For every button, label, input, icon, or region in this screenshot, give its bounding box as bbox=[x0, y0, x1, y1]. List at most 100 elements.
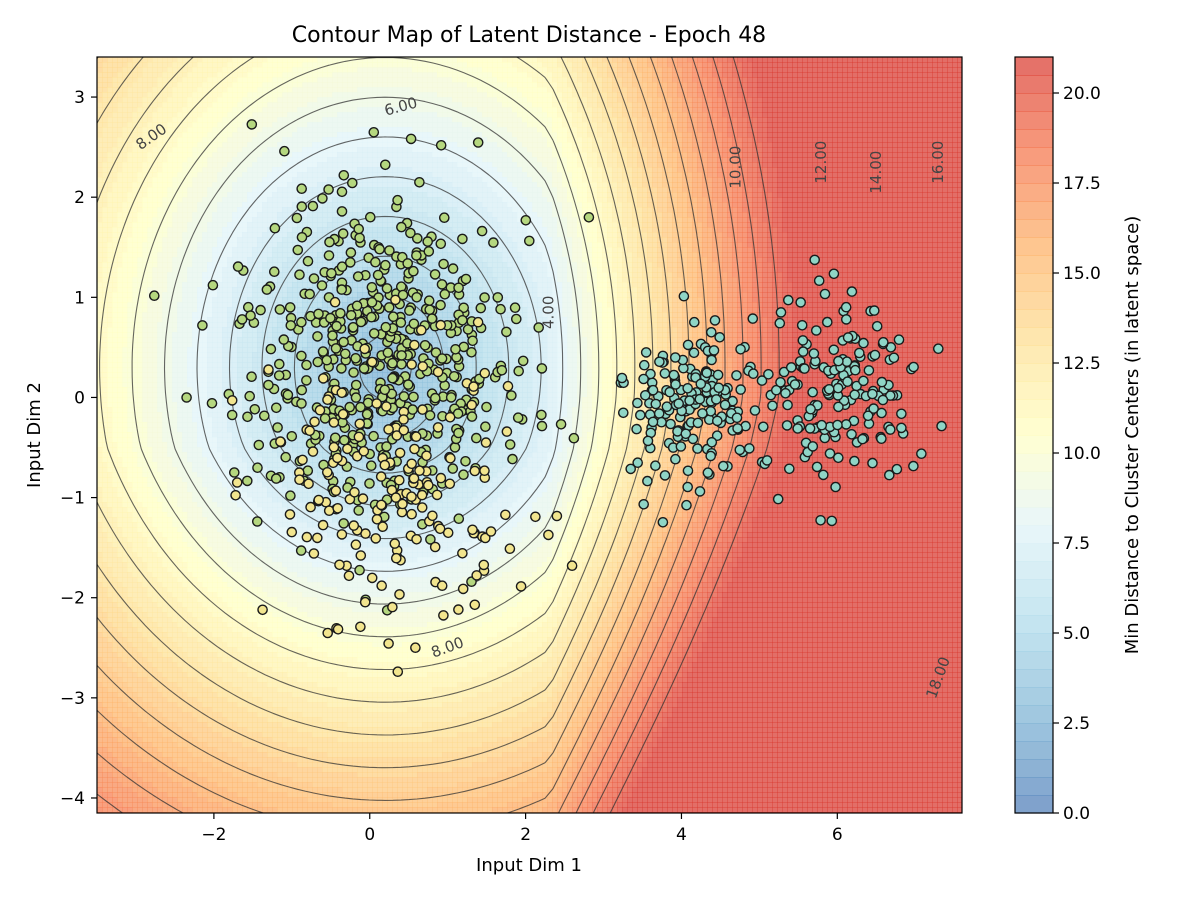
field-cell bbox=[172, 67, 178, 73]
field-cell bbox=[157, 507, 163, 513]
field-cell bbox=[102, 167, 108, 173]
field-cell bbox=[97, 177, 103, 183]
field-cell bbox=[207, 747, 213, 753]
field-cell bbox=[112, 142, 118, 148]
field-cell bbox=[102, 307, 108, 313]
field-cell bbox=[217, 322, 223, 328]
field-cell bbox=[202, 717, 208, 723]
field-cell bbox=[192, 397, 198, 403]
field-cell bbox=[212, 732, 218, 738]
field-cell bbox=[247, 347, 253, 353]
field-cell bbox=[172, 717, 178, 723]
field-cell bbox=[227, 312, 233, 318]
field-cell bbox=[127, 442, 133, 448]
field-cell bbox=[147, 507, 153, 513]
field-cell bbox=[227, 267, 233, 273]
field-cell bbox=[177, 377, 183, 383]
field-cell bbox=[172, 632, 178, 638]
field-cell bbox=[102, 647, 108, 653]
field-cell bbox=[107, 702, 113, 708]
field-cell bbox=[142, 102, 148, 108]
field-cell bbox=[127, 382, 133, 388]
field-cell bbox=[237, 212, 243, 218]
field-cell bbox=[112, 342, 118, 348]
field-cell bbox=[232, 387, 238, 393]
field-cell bbox=[97, 202, 103, 208]
field-cell bbox=[217, 412, 223, 418]
field-cell bbox=[187, 182, 193, 188]
field-cell bbox=[172, 102, 178, 108]
field-cell bbox=[192, 222, 198, 228]
field-cell bbox=[177, 447, 183, 453]
field-cell bbox=[192, 317, 198, 323]
field-cell bbox=[97, 92, 103, 98]
field-cell bbox=[227, 222, 233, 228]
field-cell bbox=[147, 192, 153, 198]
field-cell bbox=[202, 702, 208, 708]
field-cell bbox=[232, 162, 238, 168]
field-cell bbox=[117, 157, 123, 163]
field-cell bbox=[222, 597, 228, 603]
field-cell bbox=[212, 77, 218, 83]
field-cell bbox=[252, 202, 258, 208]
field-cell bbox=[192, 557, 198, 563]
field-cell bbox=[182, 202, 188, 208]
field-cell bbox=[237, 567, 243, 573]
field-cell bbox=[162, 582, 168, 588]
field-cell bbox=[112, 402, 118, 408]
field-cell bbox=[152, 757, 158, 763]
field-cell bbox=[162, 272, 168, 278]
field-cell bbox=[132, 237, 138, 243]
field-cell bbox=[207, 457, 213, 463]
field-cell bbox=[102, 587, 108, 593]
field-cell bbox=[202, 187, 208, 193]
field-cell bbox=[237, 182, 243, 188]
field-cell bbox=[102, 377, 108, 383]
field-cell bbox=[97, 277, 103, 283]
field-cell bbox=[212, 162, 218, 168]
field-cell bbox=[142, 87, 148, 93]
field-cell bbox=[172, 57, 178, 63]
field-cell bbox=[257, 97, 263, 103]
field-cell bbox=[247, 107, 253, 113]
field-cell bbox=[227, 687, 233, 693]
field-cell bbox=[107, 777, 113, 783]
field-cell bbox=[177, 677, 183, 683]
field-cell bbox=[237, 142, 243, 148]
field-cell bbox=[227, 327, 233, 333]
field-cell bbox=[232, 567, 238, 573]
field-cell bbox=[247, 112, 253, 118]
field-cell bbox=[127, 472, 133, 478]
field-cell bbox=[252, 547, 258, 553]
field-cell bbox=[147, 732, 153, 738]
field-cell bbox=[137, 182, 143, 188]
field-cell bbox=[117, 437, 123, 443]
field-cell bbox=[167, 447, 173, 453]
field-cell bbox=[127, 602, 133, 608]
field-cell bbox=[212, 672, 218, 678]
field-cell bbox=[112, 122, 118, 128]
field-cell bbox=[177, 592, 183, 598]
field-cell bbox=[202, 477, 208, 483]
field-cell bbox=[112, 387, 118, 393]
field-cell bbox=[207, 652, 213, 658]
field-cell bbox=[102, 597, 108, 603]
field-cell bbox=[232, 762, 238, 768]
field-cell bbox=[222, 347, 228, 353]
field-cell bbox=[162, 577, 168, 583]
field-cell bbox=[232, 172, 238, 178]
field-cell bbox=[127, 292, 133, 298]
field-cell bbox=[187, 642, 193, 648]
field-cell bbox=[112, 147, 118, 153]
field-cell bbox=[137, 797, 143, 803]
field-cell bbox=[132, 292, 138, 298]
field-cell bbox=[222, 457, 228, 463]
field-cell bbox=[142, 277, 148, 283]
field-cell bbox=[212, 772, 218, 778]
field-cell bbox=[202, 452, 208, 458]
field-cell bbox=[227, 422, 233, 428]
field-cell bbox=[107, 687, 113, 693]
field-cell bbox=[127, 467, 133, 473]
field-cell bbox=[232, 777, 238, 783]
field-cell bbox=[207, 552, 213, 558]
